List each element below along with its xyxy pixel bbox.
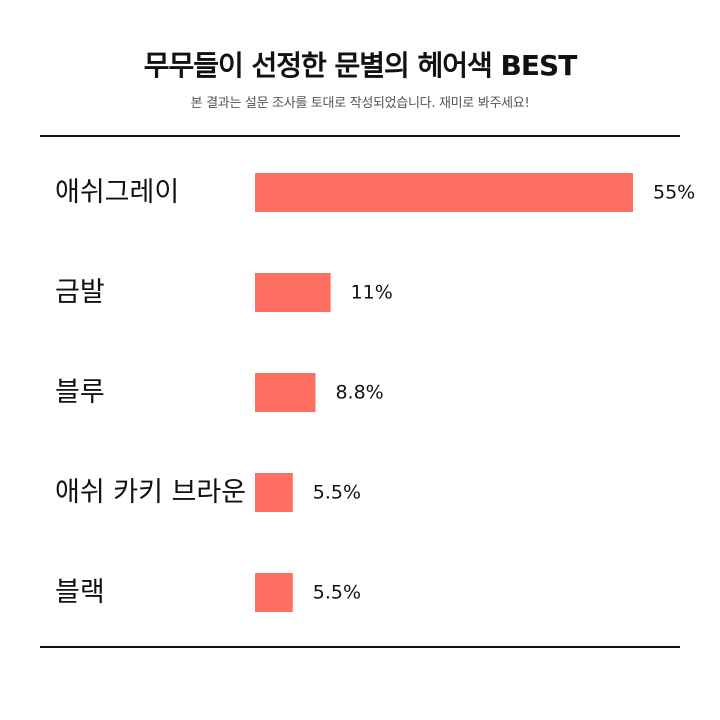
category-label: 금발 — [55, 277, 105, 308]
category-label: 블루 — [55, 377, 105, 408]
category-label: 블랙 — [55, 577, 105, 608]
value-label: 8.8% — [335, 382, 383, 404]
chart-subtitle: 본 결과는 설문 조사를 토대로 작성되었습니다. 재미로 봐주세요! — [190, 96, 530, 111]
bar-row: 블랙 5.5% — [55, 573, 361, 612]
value-label: 11% — [351, 282, 393, 304]
bar-row: 금발 11% — [55, 273, 393, 312]
chart-title: 무무들이 선정한 문별의 헤어색 BEST — [143, 49, 578, 82]
category-label: 애쉬그레이 — [55, 177, 179, 208]
bar — [255, 273, 331, 312]
bar — [255, 173, 633, 212]
category-label: 애쉬 카키 브라운 — [55, 477, 246, 508]
bottom-divider — [40, 646, 680, 648]
bar — [255, 573, 293, 612]
top-divider — [40, 135, 680, 137]
value-label: 55% — [653, 182, 695, 204]
bar — [255, 473, 293, 512]
bar — [255, 373, 316, 412]
bar-row: 애쉬그레이 55% — [55, 173, 695, 212]
bar-row: 블루 8.8% — [55, 373, 384, 412]
bar-row: 애쉬 카키 브라운 5.5% — [55, 473, 361, 512]
value-label: 5.5% — [313, 582, 361, 604]
value-label: 5.5% — [313, 482, 361, 504]
